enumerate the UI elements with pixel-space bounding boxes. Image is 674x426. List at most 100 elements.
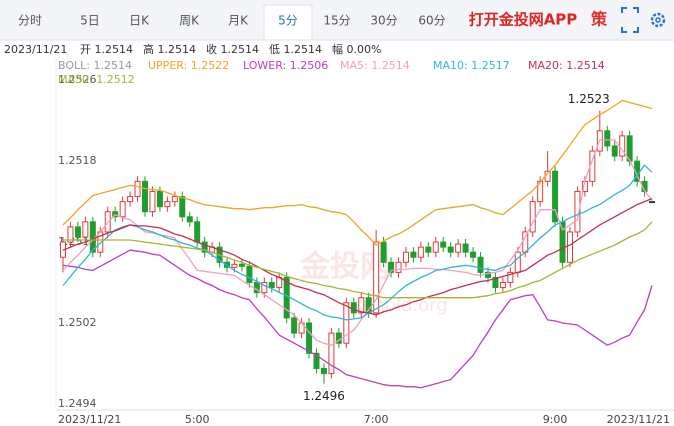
candle-body (350, 302, 357, 314)
candle-body (291, 317, 298, 334)
indicator-line (62, 197, 653, 316)
y-tick-label: 1.2526 (58, 73, 97, 86)
info-item: 幅 0.00% (332, 43, 381, 56)
candle-body (179, 196, 186, 218)
tab[interactable]: 月K (228, 14, 249, 28)
candle-body (649, 201, 655, 204)
candle-body (268, 282, 275, 289)
legend-entry: UPPER: 1.2522 (148, 59, 229, 72)
candle-body (149, 190, 156, 213)
candle-body (164, 201, 171, 208)
tab[interactable]: 60分 (418, 14, 445, 28)
candle-body (552, 170, 559, 223)
x-tick-label: 2023/11/21 (58, 413, 121, 426)
candle-body (186, 216, 193, 223)
candle-body (194, 221, 201, 243)
indicator-line (62, 249, 653, 389)
candle-body (417, 246, 424, 258)
candle-body (566, 231, 573, 263)
candle-body (529, 201, 536, 233)
toolbar-bg (0, 0, 674, 40)
candle-body (343, 302, 350, 344)
fullscreen-icon[interactable] (621, 7, 639, 33)
candle-body (395, 261, 402, 273)
candle-body (425, 246, 432, 253)
legend-entry: MA10: 1.2517 (433, 59, 510, 72)
candle-body (119, 201, 126, 218)
info-item: 高 1.2514 (143, 42, 196, 56)
settings-icon[interactable] (650, 12, 666, 28)
candle-body (402, 251, 409, 263)
low-annotation: 1.2496 (303, 389, 345, 403)
info-item: 收 1.2514 (206, 42, 259, 56)
candle-body (328, 332, 335, 375)
candle-body (313, 352, 320, 369)
x-tick-label: 2023/11/21 (607, 413, 670, 426)
tab[interactable]: 30分 (370, 14, 397, 28)
x-tick-label: 9:00 (543, 413, 568, 426)
candle-body (447, 246, 454, 253)
high-annotation: 1.2523 (568, 92, 610, 106)
candle-body (574, 190, 581, 233)
candle-body (74, 226, 81, 238)
candle-body (388, 261, 395, 273)
info-item: 低 1.2514 (269, 43, 322, 56)
legend-entry: MA30: 1.2512 (58, 73, 135, 86)
candle-body (470, 251, 477, 258)
candle-body (380, 241, 387, 263)
indicator-line (62, 99, 653, 246)
candle-body (462, 243, 469, 253)
candle-body (440, 241, 447, 248)
candle-body (410, 251, 417, 258)
candle-body (358, 297, 365, 314)
indicator-line (63, 221, 653, 299)
candle-body (156, 190, 163, 208)
candle-body (320, 367, 327, 375)
legend-entry: MA20: 1.2514 (528, 59, 605, 72)
tab[interactable]: 5日 (80, 14, 100, 28)
candle-body (611, 145, 618, 157)
candle-body (82, 221, 89, 238)
candle-body (283, 276, 290, 319)
strategy-button[interactable]: 策 (590, 10, 608, 29)
tab[interactable]: 日K (129, 14, 150, 28)
y-tick-label: 1.2518 (58, 154, 97, 167)
candle-body (306, 322, 313, 354)
candle-body (67, 226, 74, 243)
candle-body (559, 221, 566, 263)
tab[interactable]: 分时 (18, 14, 42, 28)
tab[interactable]: 15分 (323, 14, 350, 28)
active-tab-bg (263, 4, 313, 41)
candle-body (373, 241, 380, 314)
candle-body (492, 276, 499, 289)
legend-entry: BOLL: 1.2514 (58, 59, 132, 72)
candle-body (171, 196, 178, 203)
candle-body (477, 256, 484, 273)
legend-entry: LOWER: 1.2506 (243, 59, 328, 72)
legend-entry: MA5: 1.2514 (340, 59, 410, 72)
candle-body (142, 180, 149, 213)
candle-body (484, 271, 491, 278)
y-tick-label: 1.2502 (58, 316, 97, 329)
y-tick-label: 1.2494 (58, 397, 97, 410)
x-tick-label: 5:00 (185, 413, 210, 426)
x-tick-label: 7:00 (364, 413, 389, 426)
candle-body (604, 130, 611, 147)
candle-body (246, 265, 253, 284)
candle-body (514, 251, 521, 273)
candle-body (261, 282, 268, 294)
candle-body (499, 282, 506, 289)
app-link[interactable]: 打开金投网APP (469, 11, 578, 29)
candle-body (537, 180, 544, 203)
tab[interactable]: 5分 (278, 14, 298, 28)
candle-body (201, 241, 208, 253)
candle-body (238, 263, 245, 267)
candle-body (455, 243, 462, 253)
candle-body (134, 180, 141, 198)
candle-body (231, 263, 238, 268)
info-item: 2023/11/21 (4, 43, 67, 56)
candle-body (507, 271, 514, 284)
info-item: 开 1.2514 (80, 43, 133, 56)
tab[interactable]: 周K (179, 14, 200, 28)
